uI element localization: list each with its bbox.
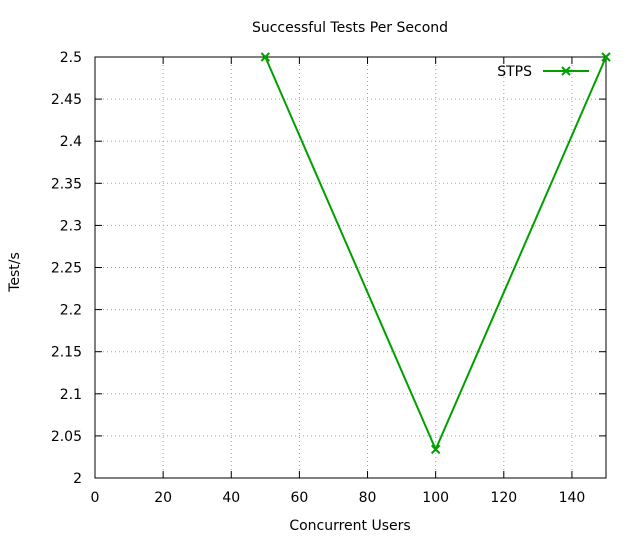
legend-label: STPS xyxy=(497,64,532,80)
y-tick-label: 2.2 xyxy=(60,303,82,319)
data-point xyxy=(260,52,271,62)
data-point xyxy=(430,444,441,455)
y-tick-label: 2.35 xyxy=(51,176,82,192)
x-tick-label: 100 xyxy=(422,490,449,506)
ticks: 0 20 40 60 80 100 120 140 2 2.05 2.1 2.15 2.2 2.25 2.3… xyxy=(51,50,606,506)
x-tick-label: 40 xyxy=(222,490,240,506)
y-tick-label: 2.3 xyxy=(60,218,82,234)
x-tick-label: 120 xyxy=(490,490,517,506)
y-tick-label: 2 xyxy=(73,471,82,487)
legend: STPS xyxy=(497,64,589,80)
x-tick-label: 20 xyxy=(154,490,172,506)
y-tick-label: 2.4 xyxy=(60,134,82,150)
y-tick-label: 2.25 xyxy=(51,261,82,277)
x-tick-label: 140 xyxy=(559,490,586,506)
data-point xyxy=(601,52,611,62)
y-tick-label: 2.5 xyxy=(60,50,82,66)
x-tick-label: 60 xyxy=(290,490,308,506)
plot-frame xyxy=(94,56,607,479)
x-tick-label: 80 xyxy=(359,490,377,506)
y-axis-label: Test/s xyxy=(7,252,23,293)
y-tick-label: 2.15 xyxy=(51,345,82,361)
y-tick-label: 2.45 xyxy=(51,92,82,108)
legend-marker xyxy=(561,66,571,76)
x-axis-label: Concurrent Users xyxy=(289,518,410,534)
series-layer xyxy=(260,52,611,455)
chart-title: Successful Tests Per Second xyxy=(252,20,448,36)
y-tick-label: 2.1 xyxy=(60,387,82,403)
y-tick-label: 2.05 xyxy=(51,429,82,445)
x-tick-label: 0 xyxy=(91,490,100,506)
